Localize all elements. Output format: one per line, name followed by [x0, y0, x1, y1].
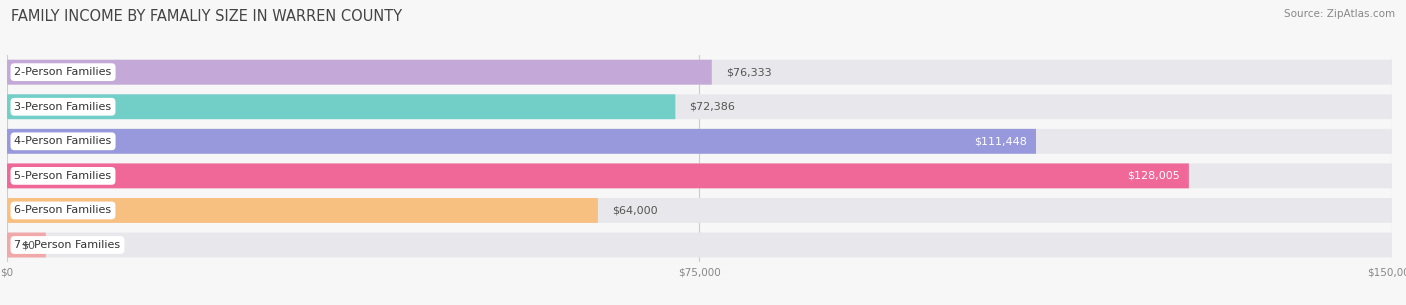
- Text: 2-Person Families: 2-Person Families: [14, 67, 111, 77]
- Text: FAMILY INCOME BY FAMALIY SIZE IN WARREN COUNTY: FAMILY INCOME BY FAMALIY SIZE IN WARREN …: [11, 9, 402, 24]
- Text: $72,386: $72,386: [689, 102, 735, 112]
- FancyBboxPatch shape: [7, 198, 598, 223]
- Text: $76,333: $76,333: [725, 67, 772, 77]
- Text: $64,000: $64,000: [612, 206, 658, 215]
- FancyBboxPatch shape: [7, 94, 675, 119]
- FancyBboxPatch shape: [7, 129, 1036, 154]
- Text: 3-Person Families: 3-Person Families: [14, 102, 111, 112]
- FancyBboxPatch shape: [7, 198, 1392, 223]
- Text: 6-Person Families: 6-Person Families: [14, 206, 111, 215]
- Text: $128,005: $128,005: [1126, 171, 1180, 181]
- FancyBboxPatch shape: [7, 163, 1392, 188]
- FancyBboxPatch shape: [7, 129, 1392, 154]
- FancyBboxPatch shape: [7, 233, 1392, 257]
- Text: $0: $0: [21, 240, 35, 250]
- FancyBboxPatch shape: [7, 163, 1189, 188]
- FancyBboxPatch shape: [7, 60, 711, 84]
- Text: Source: ZipAtlas.com: Source: ZipAtlas.com: [1284, 9, 1395, 19]
- Text: 7+ Person Families: 7+ Person Families: [14, 240, 121, 250]
- Text: 5-Person Families: 5-Person Families: [14, 171, 111, 181]
- FancyBboxPatch shape: [7, 94, 1392, 119]
- Text: 4-Person Families: 4-Person Families: [14, 136, 111, 146]
- Text: $111,448: $111,448: [974, 136, 1026, 146]
- FancyBboxPatch shape: [7, 60, 1392, 84]
- FancyBboxPatch shape: [7, 233, 46, 257]
